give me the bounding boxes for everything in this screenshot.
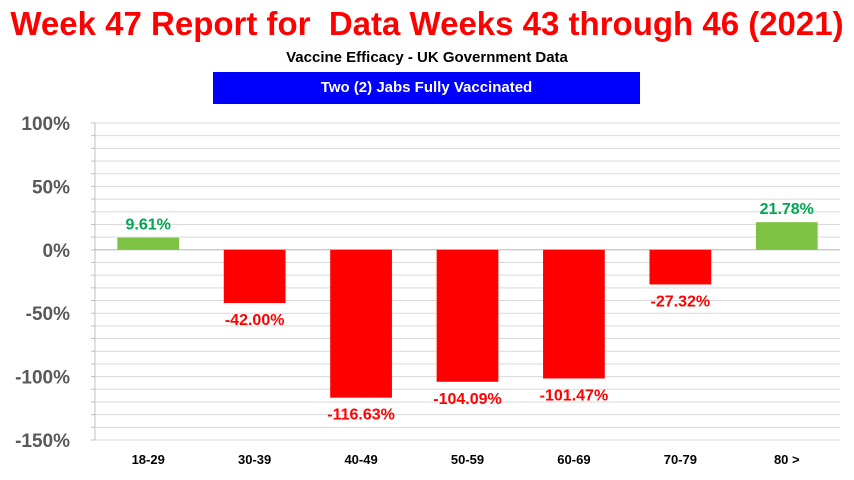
x-tick-label: 30-39 [238, 452, 271, 467]
bar-40-49 [330, 249, 392, 398]
vaccination-banner: Two (2) Jabs Fully Vaccinated [213, 72, 640, 104]
y-tick-label: 100% [21, 114, 70, 135]
x-axis-ticks: 18-29 30-39 40-49 50-59 60-69 70-79 80 > [132, 452, 800, 467]
data-label: 9.61% [126, 217, 171, 234]
bar-50-59 [436, 249, 499, 382]
x-tick-label: 18-29 [132, 452, 165, 467]
data-label: -42.00% [225, 312, 285, 329]
data-label: -116.63% [327, 407, 395, 424]
chart-title: Week 47 Report for Data Weeks 43 through… [10, 5, 844, 42]
data-label: -27.32% [651, 293, 711, 310]
data-label: -101.47% [540, 387, 609, 404]
chart-subtitle: Vaccine Efficacy - UK Government Data [286, 49, 568, 66]
y-tick-label: 50% [32, 177, 70, 198]
data-label: 21.78% [760, 201, 814, 218]
bar-30-39 [223, 249, 286, 304]
x-tick-label: 40-49 [344, 452, 377, 467]
y-tick-label: -150% [15, 431, 70, 452]
x-tick-label: 50-59 [451, 452, 484, 467]
bar-70-79 [649, 249, 712, 285]
data-labels: 9.61% -42.00% -116.63% -104.09% -101.47% -27.… [126, 201, 814, 424]
y-axis-ticks: 100% 50% 0% -50% -100% -150% [15, 114, 70, 452]
bar-80 [755, 222, 818, 250]
x-tick-label: 70-79 [664, 452, 697, 467]
y-tick-label: 0% [43, 241, 71, 262]
data-label: -104.09% [433, 391, 502, 408]
y-tick-label: -100% [15, 368, 70, 389]
bar-60-69 [543, 249, 605, 379]
x-tick-label: 80 > [774, 452, 800, 467]
bars [117, 222, 818, 398]
x-tick-label: 60-69 [557, 452, 590, 467]
bar-18-29 [117, 237, 180, 250]
y-tick-label: -50% [26, 304, 70, 325]
